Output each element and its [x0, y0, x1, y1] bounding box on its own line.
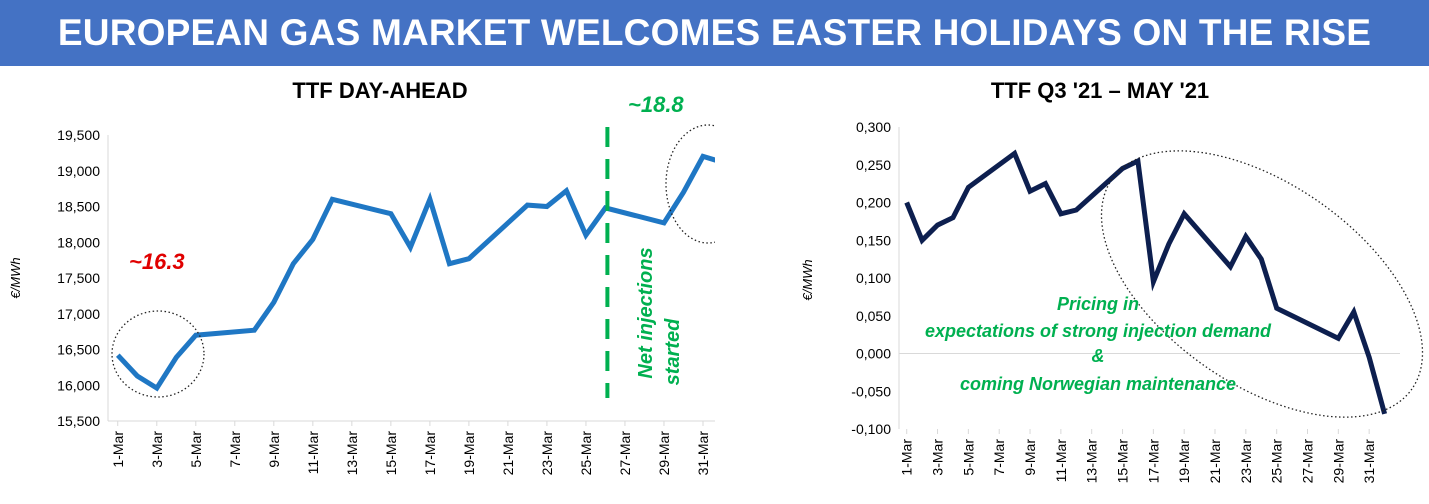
left-chart-x-tick-label: 19-Mar: [461, 431, 477, 476]
pricing-annotation-line-3: &: [1092, 346, 1105, 366]
left-chart-x-tick-label: 5-Mar: [188, 431, 204, 468]
right-chart-x-tick-label: 13-Mar: [1084, 439, 1100, 484]
pricing-annotation-line-4: coming Norwegian maintenance: [960, 374, 1236, 394]
right-chart-x-tick-label: 27-Mar: [1300, 439, 1316, 484]
left-chart-x-tick-label: 27-Mar: [617, 431, 633, 476]
left-chart-x-tick-label: 21-Mar: [500, 431, 516, 476]
right-chart-x-tick-label: 19-Mar: [1176, 439, 1192, 484]
right-chart-y-tick-label: 0,200: [856, 195, 891, 211]
left-chart-y-tick-label: 15,500: [57, 413, 100, 429]
slide-title: EUROPEAN GAS MARKET WELCOMES EASTER HOLI…: [57, 12, 1372, 53]
right-chart-x-tick-label: 7-Mar: [991, 439, 1007, 476]
right-chart-x-tick-label: 29-Mar: [1330, 439, 1346, 484]
left-chart-y-tick-label: 18,000: [57, 234, 100, 250]
right-chart-x-tick-label: 11-Mar: [1053, 439, 1069, 483]
net-injections-label-line2: started: [662, 318, 684, 385]
low-price-circle: [111, 310, 205, 398]
right-chart-x-tick-label: 3-Mar: [930, 439, 946, 476]
left-chart-y-tick-label: 16,500: [57, 342, 100, 358]
high-price-label: ~18.8: [628, 92, 684, 117]
right-chart-x-tick-label: 1-Mar: [899, 439, 915, 476]
left-chart-x-tick-label: 7-Mar: [227, 431, 243, 468]
left-chart-x-tick-label: 17-Mar: [422, 431, 438, 476]
left-chart-y-tick-label: 17,000: [57, 306, 100, 322]
right-chart-x-tick-label: 21-Mar: [1207, 439, 1223, 484]
right-chart-x-tick-label: 17-Mar: [1145, 439, 1161, 484]
right-chart-y-axis-label: €/MWh: [800, 259, 815, 300]
ttf-day-ahead-chart: 15,500 16,000 16,500 17,000 17,500 18,000 18,5…: [8, 92, 715, 476]
left-chart-y-tick-label: 18,500: [57, 199, 100, 215]
right-chart-x-tick-label: 23-Mar: [1238, 439, 1254, 484]
right-chart-y-tick-label: 0,100: [856, 270, 891, 286]
right-chart-y-tick-label: -0,050: [851, 383, 891, 399]
left-chart-y-tick-label: 19,500: [57, 127, 100, 143]
right-chart-y-tick-label: 0,000: [856, 346, 891, 362]
right-chart-series-line: [904, 149, 1388, 415]
right-chart-x-tick-label: 9-Mar: [1022, 439, 1038, 476]
price-drop-circle: [1100, 150, 1424, 418]
left-chart-x-tick-label: 13-Mar: [344, 431, 360, 476]
left-chart-x-tick-label: 29-Mar: [656, 431, 672, 476]
right-chart-y-tick-label: 0,050: [856, 308, 891, 324]
right-chart-x-tick-label: 5-Mar: [960, 439, 976, 476]
right-chart-y-tick-label: -0,100: [851, 421, 891, 437]
left-chart-x-tick-label: 15-Mar: [383, 431, 399, 476]
right-chart-y-tick-label: 0,300: [856, 119, 891, 135]
left-chart-x-tick-label: 1-Mar: [110, 431, 126, 468]
net-injections-label-line1: Net injections: [635, 247, 657, 378]
left-chart-x-tick-label: 23-Mar: [539, 431, 555, 476]
left-chart-y-tick-label: 16,000: [57, 377, 100, 393]
left-chart-x-tick-label: 3-Mar: [149, 431, 165, 468]
slide-title-banner: EUROPEAN GAS MARKET WELCOMES EASTER HOLI…: [0, 0, 1429, 66]
right-chart-y-tick-label: 0,250: [856, 157, 891, 173]
low-price-label: ~16.3: [129, 249, 185, 274]
right-chart-y-tick-label: 0,150: [856, 232, 891, 248]
left-chart-y-tick-label: 17,500: [57, 270, 100, 286]
left-chart-x-tick-label: 25-Mar: [578, 431, 594, 476]
left-chart-y-tick-label: 19,000: [57, 163, 100, 179]
left-chart-x-tick-label: 9-Mar: [266, 431, 282, 468]
right-chart-title: TTF Q3 '21 – MAY '21: [990, 78, 1210, 103]
pricing-annotation-line-1: Pricing in: [1057, 294, 1139, 314]
right-chart-x-tick-label: 25-Mar: [1269, 439, 1285, 484]
pricing-annotation-line-2: expectations of strong injection demand: [925, 321, 1272, 341]
right-chart-x-tick-label: 31-Mar: [1361, 439, 1377, 484]
left-chart-x-tick-label: 11-Mar: [305, 431, 321, 475]
left-chart-series-line: [115, 153, 715, 392]
right-chart-x-tick-label: 15-Mar: [1115, 439, 1131, 484]
left-chart-title: TTF DAY-AHEAD: [292, 78, 468, 103]
left-chart-y-axis-label: €/MWh: [8, 257, 23, 298]
left-chart-x-tick-label: 31-Mar: [695, 431, 711, 476]
